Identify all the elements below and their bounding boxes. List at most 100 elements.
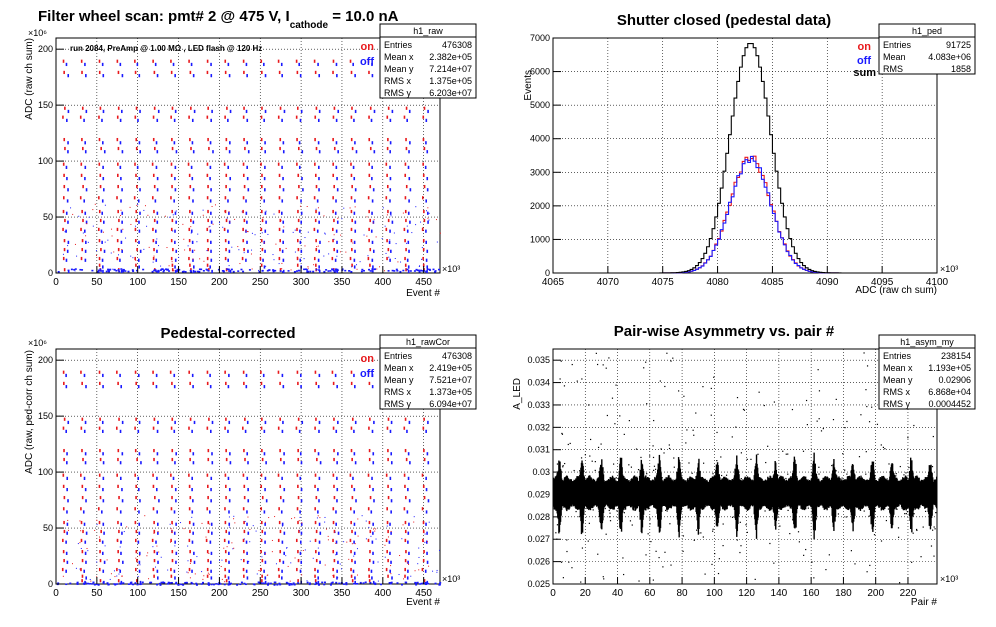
cor-point-on-394 [224, 370, 226, 374]
asym-point-400 [602, 576, 604, 578]
raw-baseline-3 [368, 268, 371, 271]
raw-point-on-596 [297, 209, 299, 214]
cor-point-on-598 [295, 538, 298, 543]
raw-point-off-63 [83, 199, 86, 203]
asym-point-263 [664, 551, 666, 553]
cor-point-on-716 [350, 448, 353, 453]
raw-point-low-440 [234, 218, 236, 220]
asym-point-61 [932, 529, 934, 531]
cor-baseline-4 [76, 581, 79, 584]
asym-point-78 [787, 490, 789, 492]
asym-point-158 [886, 478, 888, 480]
raw-baseline-98 [122, 269, 125, 271]
cor-point-on-162 [116, 567, 118, 572]
cor-point-off-809 [390, 452, 393, 456]
cor-baseline-86 [273, 584, 276, 586]
raw-marks [57, 59, 441, 274]
raw-point-on-230 [153, 146, 156, 151]
raw-baseline-97 [81, 269, 84, 271]
cor-point-low-527 [268, 517, 270, 519]
cor-point-on-412 [224, 507, 226, 511]
cor-point-off-665 [334, 373, 337, 378]
raw-point-on-404 [224, 70, 227, 75]
raw-baseline-143 [190, 270, 193, 273]
cor-baseline-109 [127, 583, 130, 585]
cor-point-off-859 [407, 487, 409, 492]
raw-point-low-838 [390, 215, 392, 217]
raw-point-low-884 [418, 265, 420, 267]
cor-point-off-773 [370, 510, 373, 514]
raw-point-on-386 [206, 256, 209, 261]
raw-baseline-1 [157, 270, 160, 272]
cor-point-off-715 [353, 429, 355, 433]
raw-point-on-318 [189, 137, 191, 142]
raw-point-on-558 [279, 239, 281, 243]
cor-point-on-488 [261, 417, 263, 421]
asym-marks [553, 352, 938, 584]
raw-point-off-867 [407, 240, 410, 244]
cor-point-off-907 [425, 510, 428, 514]
raw-point-on-110 [97, 227, 100, 232]
cor-point-low-41 [79, 520, 81, 522]
raw-point-off-897 [426, 150, 429, 154]
cor-point-on-824 [385, 538, 388, 543]
raw-point-on-190 [135, 173, 137, 177]
raw-point-off-917 [425, 258, 428, 262]
cor-point-off-671 [335, 429, 338, 433]
asym-point-262 [831, 464, 833, 467]
cor-point-off-13 [66, 476, 69, 480]
raw-point-on-544 [277, 162, 280, 166]
raw-point-on-822 [385, 227, 388, 232]
raw-point-on-862 [405, 218, 407, 223]
cor-baseline-82 [317, 584, 320, 586]
cor-point-on-504 [260, 520, 263, 525]
cor-point-off-515 [263, 569, 265, 573]
raw-point-off-901 [426, 176, 429, 181]
cor-point-on-398 [225, 417, 227, 421]
raw-point-off-783 [372, 249, 375, 253]
cor-point-on-208 [136, 579, 138, 583]
raw-point-off-409 [227, 118, 229, 122]
raw-point-off-821 [391, 220, 394, 224]
raw-point-off-771 [372, 188, 375, 192]
cor-point-low-393 [209, 523, 211, 525]
cor-point-on-206 [135, 567, 137, 572]
cor-point-off-807 [389, 429, 392, 433]
cor-point-on-48 [80, 426, 83, 430]
raw-point-on-666 [332, 59, 335, 63]
cor-point-off-225 [157, 420, 159, 425]
cor-point-off-713 [354, 420, 357, 425]
cor-point-low-703 [346, 541, 348, 543]
cor-point-low-388 [221, 559, 223, 561]
raw-point-on-918 [422, 263, 425, 267]
cor-point-on-146 [117, 484, 119, 488]
asym-point-70 [904, 513, 906, 515]
raw-point-on-508 [260, 209, 263, 214]
asym-point-114 [670, 494, 672, 496]
raw-point-on-178 [134, 70, 137, 75]
raw-point-off-507 [263, 199, 266, 203]
cor-point-off-581 [298, 429, 301, 433]
raw-point-off-25 [65, 229, 67, 233]
asym-point-221 [746, 458, 748, 460]
raw-point-off-543 [282, 150, 285, 154]
cor-x-exponent: ×10³ [442, 574, 460, 584]
cor-point-on-600 [297, 550, 299, 554]
raw-point-on-6 [62, 115, 64, 119]
raw-point-on-458 [242, 162, 245, 166]
asym-point-405 [844, 427, 846, 429]
cor-point-off-911 [426, 531, 428, 535]
raw-point-on-452 [242, 115, 245, 119]
cor-baseline-88 [160, 581, 163, 584]
raw-point-off-475 [247, 249, 249, 253]
asym-point-41 [719, 477, 721, 479]
raw-point-off-675 [335, 141, 338, 145]
cor-baseline-77 [424, 583, 427, 586]
raw-baseline-11 [325, 269, 328, 271]
asym-stats-key-4: RMS y [883, 399, 911, 409]
cor-point-low-525 [271, 551, 273, 553]
raw-stats-key-0: Entries [384, 40, 413, 50]
cor-point-low-215 [148, 578, 150, 580]
cor-point-low-40 [71, 563, 73, 565]
